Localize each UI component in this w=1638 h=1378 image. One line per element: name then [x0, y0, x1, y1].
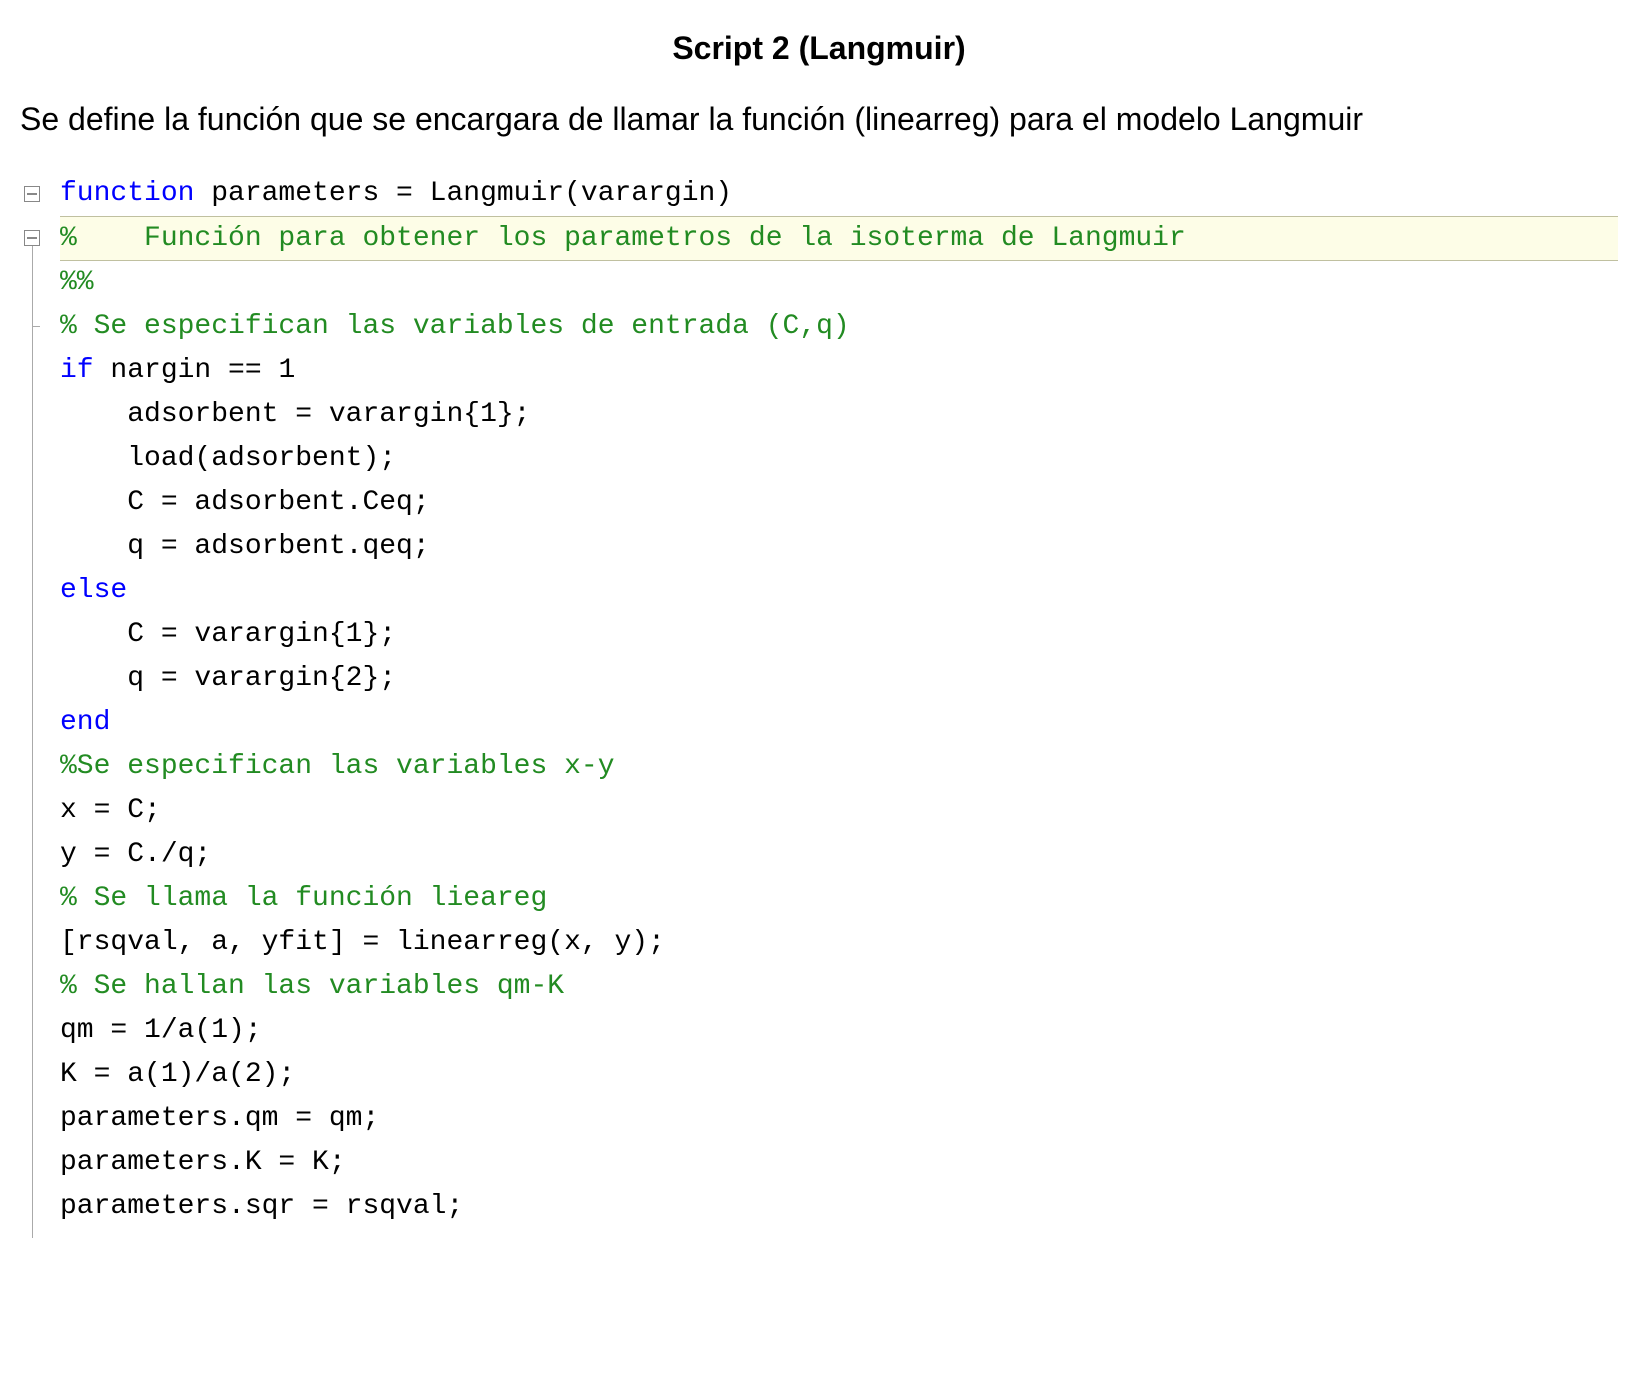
code-line: % Se hallan las variables qm-K — [60, 965, 1618, 1009]
code-token: end — [60, 701, 110, 744]
code-token: x = C; — [60, 789, 161, 832]
fold-tick — [32, 326, 40, 327]
fold-guide-line — [32, 246, 33, 1238]
code-editor: function parameters = Langmuir(varargin)… — [20, 172, 1618, 1229]
code-line: %% — [60, 261, 1618, 305]
code-body: function parameters = Langmuir(varargin)… — [60, 172, 1618, 1229]
code-token: load(adsorbent); — [60, 437, 396, 480]
code-line: q = adsorbent.qeq; — [60, 525, 1618, 569]
code-line: parameters.sqr = rsqval; — [60, 1185, 1618, 1229]
comment-highlight: % Función para obtener los parametros de… — [60, 216, 1618, 261]
code-line: % Se especifican las variables de entrad… — [60, 305, 1618, 349]
code-line: qm = 1/a(1); — [60, 1009, 1618, 1053]
code-line: adsorbent = varargin{1}; — [60, 393, 1618, 437]
code-line: function parameters = Langmuir(varargin) — [60, 172, 1618, 216]
code-line: x = C; — [60, 789, 1618, 833]
code-line: K = a(1)/a(2); — [60, 1053, 1618, 1097]
code-token: parameters.sqr = rsqval; — [60, 1185, 463, 1228]
code-token: % Se especifican las variables de entrad… — [60, 305, 850, 348]
code-token: % Función para obtener los parametros de… — [60, 217, 1186, 260]
code-line: parameters.K = K; — [60, 1141, 1618, 1185]
code-line: load(adsorbent); — [60, 437, 1618, 481]
code-line: q = varargin{2}; — [60, 657, 1618, 701]
code-token: nargin == 1 — [94, 349, 296, 392]
code-token: parameters = Langmuir(varargin) — [194, 172, 732, 215]
code-token: adsorbent = varargin{1}; — [60, 393, 530, 436]
code-line: parameters.qm = qm; — [60, 1097, 1618, 1141]
fold-minus-icon[interactable] — [24, 230, 40, 246]
description-text: Se define la función que se encargara de… — [20, 97, 1618, 142]
code-token: % Se llama la función lieareg — [60, 877, 547, 920]
code-token: %Se especifican las variables x-y — [60, 745, 615, 788]
code-token: else — [60, 569, 127, 612]
code-line: C = varargin{1}; — [60, 613, 1618, 657]
code-line: C = adsorbent.Ceq; — [60, 481, 1618, 525]
code-token: %% — [60, 261, 94, 304]
code-line: %Se especifican las variables x-y — [60, 745, 1618, 789]
code-token: if — [60, 349, 94, 392]
page-title: Script 2 (Langmuir) — [20, 30, 1618, 67]
code-token: q = varargin{2}; — [60, 657, 396, 700]
code-token: parameters.qm = qm; — [60, 1097, 379, 1140]
code-token: function — [60, 172, 194, 215]
code-line: % Se llama la función lieareg — [60, 877, 1618, 921]
code-token: y = C./q; — [60, 833, 211, 876]
code-token: q = adsorbent.qeq; — [60, 525, 430, 568]
code-token: C = varargin{1}; — [60, 613, 396, 656]
code-token: % Se hallan las variables qm-K — [60, 965, 564, 1008]
code-token: [rsqval, a, yfit] = linearreg(x, y); — [60, 921, 665, 964]
code-line: end — [60, 701, 1618, 745]
code-token: C = adsorbent.Ceq; — [60, 481, 430, 524]
code-token: qm = 1/a(1); — [60, 1009, 262, 1052]
code-token: K = a(1)/a(2); — [60, 1053, 295, 1096]
code-line: else — [60, 569, 1618, 613]
code-line: y = C./q; — [60, 833, 1618, 877]
code-line: if nargin == 1 — [60, 349, 1618, 393]
code-line: % Función para obtener los parametros de… — [60, 216, 1618, 261]
code-token: parameters.K = K; — [60, 1141, 346, 1184]
code-line: [rsqval, a, yfit] = linearreg(x, y); — [60, 921, 1618, 965]
fold-minus-icon[interactable] — [24, 186, 40, 202]
